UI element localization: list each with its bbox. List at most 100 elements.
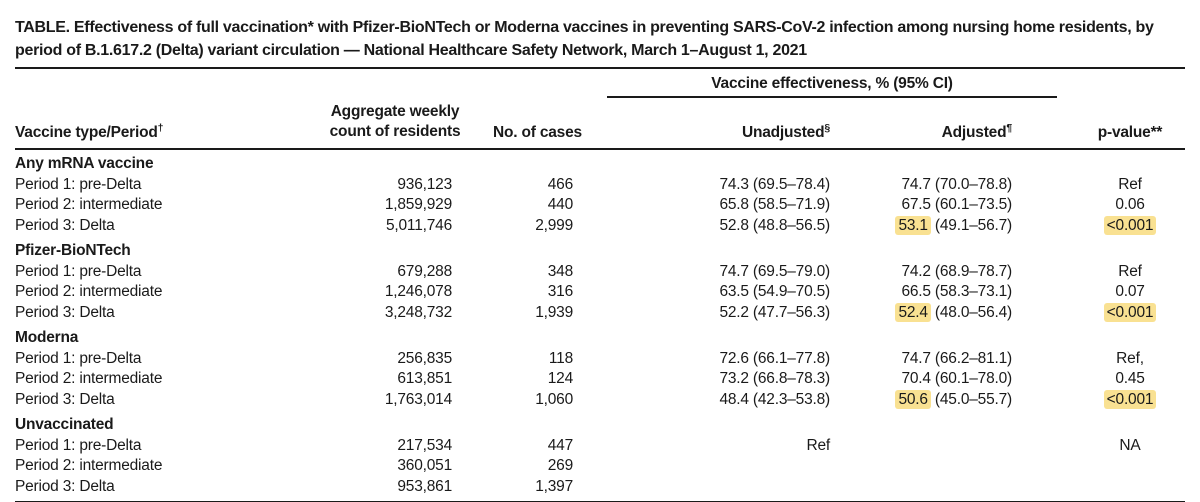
cell-unadjusted-ve: 74.3 (69.5–78.4) [719,175,830,193]
group-label: Pfizer-BioNTech [15,242,131,259]
cell-adjusted-ve: 50.6 (45.0–55.7) [890,389,1075,411]
col-header-vaccine-type: Vaccine type/Period† [15,98,300,150]
cell-period-label: Period 1: pre-Delta [15,175,142,193]
value: 0.07 [1115,283,1145,300]
table-row: Period 1: pre-Delta 936,123 466 74.3 (69.5–… [15,175,1185,196]
cell-residents-count: 3,248,732 [384,303,452,321]
table-row: Period 2: intermediate 1,859,929 440 65.8 (… [15,195,1185,216]
ve-spanner-cell: Vaccine effectiveness, % (95% CI) [585,69,1075,98]
col-header-residents: Aggregate weekly count of residents [300,98,490,150]
cell-p-value: Ref [1075,175,1185,196]
table-body: Any mRNA vaccine Period 1: pre-Delta 936,1… [15,149,1185,502]
value: 0.06 [1115,196,1145,213]
cell-cases-count: 118 [548,349,573,367]
cell-cases-count: 447 [547,436,573,454]
cell-cases-count: 440 [547,196,573,213]
group-header-row: Any mRNA vaccine [15,149,1185,175]
cell-adjusted-ve: 67.5 (60.1–73.5) [901,196,1012,213]
cell-residents-count: 217,534 [397,436,452,454]
title-rule [15,67,1185,69]
highlighted-value: 52.4 [895,302,931,322]
cell-unadjusted-ve: 48.4 (42.3–53.8) [719,390,830,408]
header-spacer [15,69,300,98]
table-row: Period 1: pre-Delta 217,534 447 Ref NA [15,436,1185,457]
cell-unadjusted-ve [585,456,890,477]
cell-residents-count: 679,288 [397,262,452,280]
cell-adjusted-ve: 66.5 (58.3–73.1) [901,283,1012,300]
cell-period-label: Period 2: intermediate [15,457,163,474]
cell-p-value: NA [1075,436,1185,457]
cell-adjusted-ve: 53.1 (49.1–56.7) [890,215,1075,237]
cell-period-label: Period 3: Delta [15,303,115,321]
cell-period-label: Period 3: Delta [15,390,115,408]
cell-residents-count: 1,763,014 [384,390,452,408]
cell-unadjusted-ve: 65.8 (58.5–71.9) [719,196,830,213]
group-label: Moderna [15,329,79,346]
cell-residents-count: 360,051 [397,457,452,474]
cell-cases-count: 466 [547,175,573,193]
cell-p-value: <0.001 [1075,389,1185,411]
table-row: Period 1: pre-Delta 679,288 348 74.7 (69.5–… [15,262,1185,283]
group-label: Unvaccinated [15,416,114,433]
cell-residents-count: 1,859,929 [384,196,452,213]
cell-cases-count: 348 [547,262,573,280]
table-head: Vaccine effectiveness, % (95% CI) Vaccin… [15,69,1185,150]
group-header-row: Pfizer-BioNTech [15,236,1185,262]
cell-unadjusted-ve: 73.2 (66.8–78.3) [719,370,830,387]
table-row: Period 2: intermediate 613,851 124 73.2 (66… [15,369,1185,390]
cell-unadjusted-ve: 72.6 (66.1–77.8) [719,349,830,367]
group-label: Any mRNA vaccine [15,155,154,172]
cell-period-label: Period 3: Delta [15,216,115,234]
cell-cases-count: 1,939 [535,303,573,321]
cell-unadjusted-ve: 74.7 (69.5–79.0) [719,262,830,280]
cell-period-label: Period 1: pre-Delta [15,436,142,454]
cell-period-label: Period 2: intermediate [15,370,163,387]
group-header-row: Unvaccinated [15,410,1185,436]
cell-residents-count: 1,246,078 [384,283,452,300]
value: 74.7 [901,349,931,367]
table-row: Period 2: intermediate 1,246,078 316 63.5 (… [15,282,1185,303]
section-marker: § [824,121,830,134]
cell-residents-count: 256,835 [397,349,452,367]
value: Ref [1118,262,1142,280]
col-header-unadjusted: Unadjusted§ [585,98,890,150]
cell-adjusted-ve: 74.7 (66.2–81.1) [901,349,1012,367]
group-header-row: Moderna [15,323,1185,349]
spanner-row: Vaccine effectiveness, % (95% CI) [15,69,1185,98]
cell-p-value: 0.06 [1075,195,1185,216]
column-header-row: Vaccine type/Period† Aggregate weekly co… [15,98,1185,150]
cell-p-value: 0.07 [1075,282,1185,303]
pilcrow-marker: ¶ [1006,121,1012,134]
cell-period-label: Period 3: Delta [15,477,115,495]
highlighted-value: 50.6 [895,389,931,409]
header-spacer [490,69,585,98]
table-row: Period 3: Delta 953,861 1,397 [15,477,1185,502]
value: NA [1119,436,1141,454]
cell-residents-count: 936,123 [397,175,452,193]
cell-adjusted-ve [890,477,1075,502]
value: 66.5 [901,283,931,300]
table-row: Period 1: pre-Delta 256,835 118 72.6 (66.1–… [15,349,1185,370]
value: 67.5 [901,196,931,213]
cell-adjusted-ve [890,436,1075,457]
cell-unadjusted-ve: 52.8 (48.8–56.5) [719,216,830,234]
dagger-marker: † [157,121,164,134]
cell-residents-count: 953,861 [397,477,452,495]
header-spacer [1075,69,1185,98]
cell-cases-count: 124 [547,370,573,387]
cell-p-value: Ref [1075,262,1185,283]
col-header-adjusted: Adjusted¶ [890,98,1075,150]
cell-period-label: Period 2: intermediate [15,196,163,213]
value: Ref [1118,175,1142,193]
highlighted-value: <0.001 [1103,302,1157,322]
cell-period-label: Period 2: intermediate [15,283,163,300]
value: 74.2 [901,262,931,280]
cell-period-label: Period 1: pre-Delta [15,262,142,280]
cell-cases-count: 2,999 [535,216,573,234]
value: 0.45 [1115,370,1145,387]
cell-p-value: 0.45 [1075,369,1185,390]
highlighted-value: <0.001 [1103,389,1157,409]
col-header-p-value: p-value** [1075,98,1185,150]
col-header-cases: No. of cases [490,98,585,150]
